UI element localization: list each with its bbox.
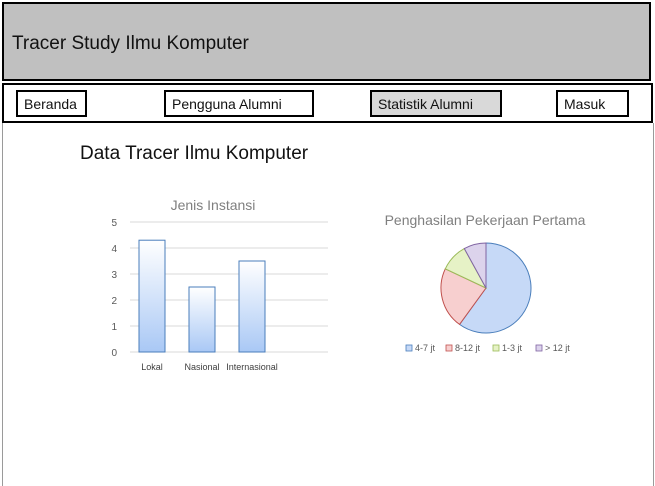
bar-chart-title: Jenis Instansi [171,197,256,213]
pie-legend-swatch [405,344,413,352]
pie-legend-label: 1-3 jt [502,343,523,353]
pie-slice-0 [458,242,532,334]
bar-ytick-label: 5 [111,218,117,229]
frame-border-right [653,123,654,486]
pie-legend-swatch [492,344,500,352]
pie-legend-swatch [535,344,543,352]
bar-lokal [138,239,166,353]
pie-legend-label: 4-7 jt [415,343,436,353]
bar-chart-jenis-instansi: Jenis Instansi 0 1 2 3 4 5 Lokal Nasional Inter… [111,197,328,372]
frame-border-left [2,123,3,486]
pie-legend-label: > 12 jt [545,343,570,353]
bar-xtick-label: Nasional [184,362,219,372]
bar-ytick-label: 4 [111,244,117,255]
pie-chart-penghasilan: Penghasilan Pekerjaan Pertama 4-7 jt 8-12… [385,212,586,353]
header-banner: Tracer Study Ilmu Komputer [2,2,651,81]
bar-nasional [188,286,216,353]
bar-xtick-label: Lokal [141,362,163,372]
nav-beranda-button[interactable]: Beranda [16,90,87,117]
nav-pengguna-alumni-button[interactable]: Pengguna Alumni [164,90,314,117]
bar-internasional [238,260,266,353]
pie-legend-swatch [445,344,453,352]
pie-slice-3 [463,242,487,289]
site-title: Tracer Study Ilmu Komputer [12,33,249,54]
nav-bar: Beranda Pengguna Alumni Statistik Alumni… [2,83,653,123]
bar-ytick-label: 1 [111,322,117,333]
bar-ytick-label: 0 [111,348,117,359]
page-title: Data Tracer Ilmu Komputer [80,143,309,164]
pie-legend-label: 8-12 jt [455,343,481,353]
nav-statistik-alumni-button[interactable]: Statistik Alumni [370,90,502,117]
bar-ytick-label: 2 [111,296,117,307]
nav-masuk-button[interactable]: Masuk [556,90,629,117]
bar-xtick-label: Internasional [226,362,278,372]
bar-ytick-label: 3 [111,270,117,281]
pie-chart-title: Penghasilan Pekerjaan Pertama [385,212,586,228]
